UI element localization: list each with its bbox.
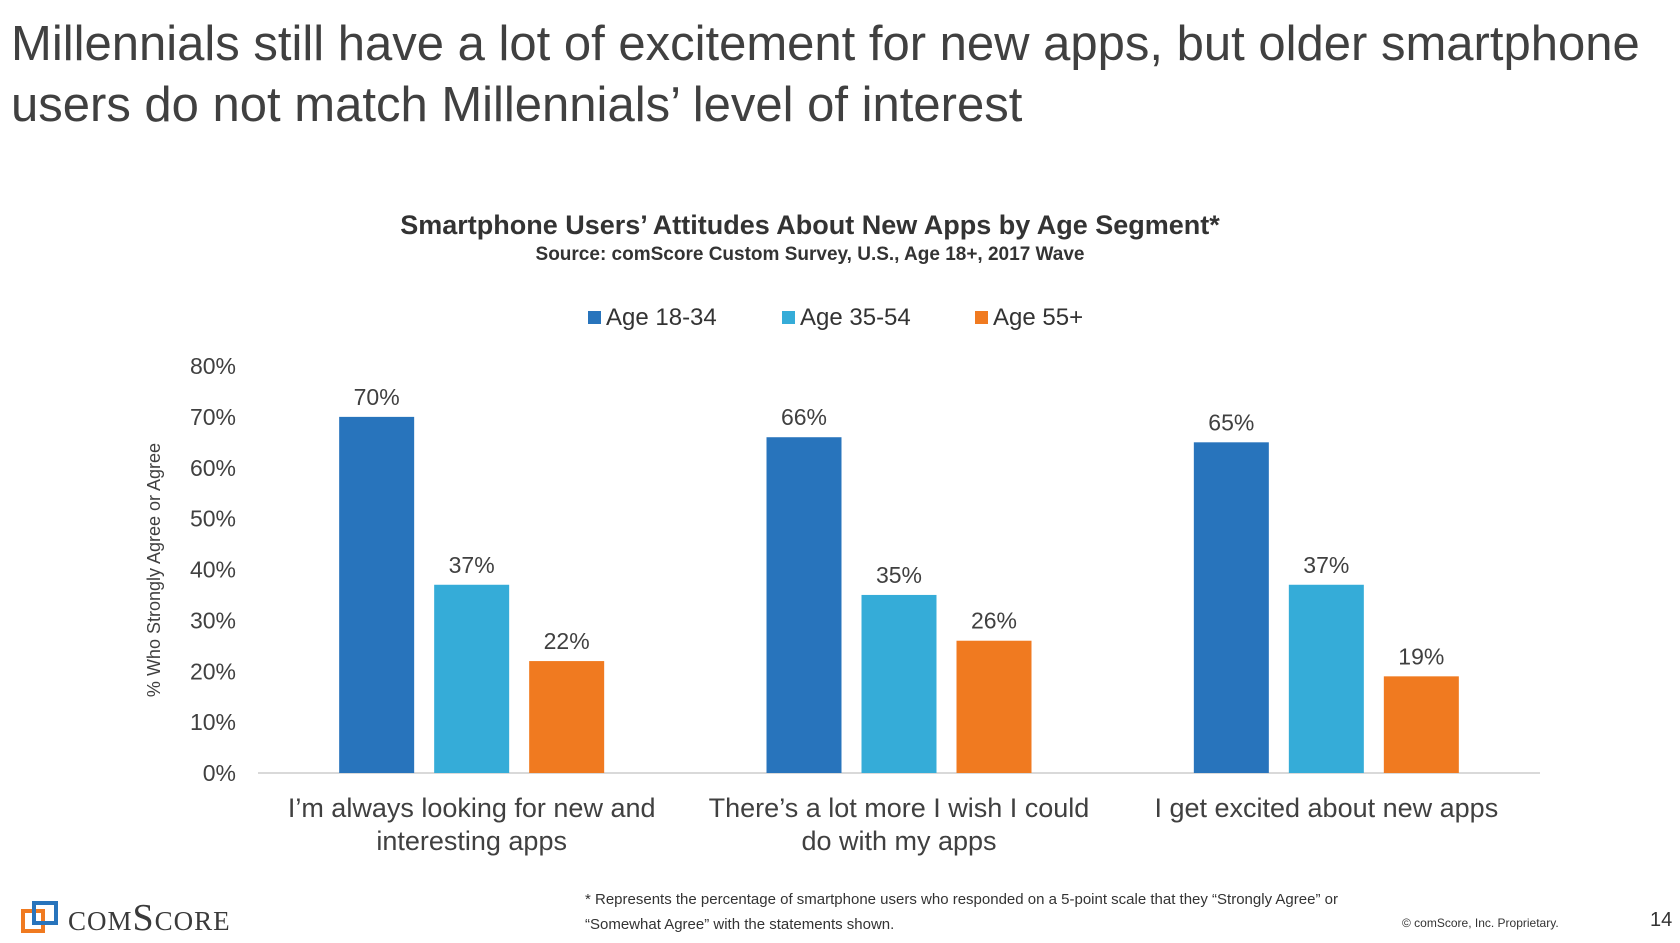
data-label: 19%: [1398, 643, 1444, 669]
legend-label: Age 55+: [993, 304, 1083, 331]
data-label: 70%: [354, 384, 400, 410]
y-tick-label: 10%: [190, 709, 236, 735]
data-label: 65%: [1208, 409, 1254, 435]
y-tick-label: 40%: [190, 557, 236, 583]
y-tick-label: 60%: [190, 455, 236, 481]
y-axis-label: % Who Strongly Agree or Agree: [144, 443, 164, 697]
legend-swatch: [782, 311, 795, 324]
bar: [861, 594, 937, 773]
data-label: 35%: [876, 562, 922, 588]
bar: [529, 661, 605, 773]
legend-label: Age 18-34: [606, 304, 717, 331]
page-number: 14: [1650, 909, 1673, 931]
y-tick-label: 80%: [190, 353, 236, 379]
copyright: © comScore, Inc. Proprietary.: [1402, 916, 1559, 930]
legend-swatch: [975, 311, 988, 324]
bar: [956, 640, 1032, 773]
data-label: 66%: [781, 404, 827, 430]
bar: [1288, 584, 1364, 773]
x-category-label: I get excited about new apps: [1154, 793, 1498, 823]
x-category-label: interesting apps: [376, 826, 567, 856]
bar: [766, 437, 842, 773]
bar: [1383, 676, 1459, 773]
comscore-logo-icon: [21, 901, 58, 933]
x-category-label: I’m always looking for new and: [288, 793, 656, 823]
data-label: 37%: [449, 552, 495, 578]
legend-swatch: [588, 311, 601, 324]
slide-headline: Millennials still have a lot of exciteme…: [11, 17, 1640, 132]
bar: [1193, 442, 1269, 773]
chart-subtitle: Source: comScore Custom Survey, U.S., Ag…: [535, 244, 1085, 265]
y-tick-label: 70%: [190, 404, 236, 430]
footnote: * Represents the percentage of smartphon…: [585, 891, 1338, 933]
y-tick-label: 30%: [190, 607, 236, 633]
bar: [434, 584, 510, 773]
y-tick-label: 20%: [190, 658, 236, 684]
y-tick-label: 0%: [203, 760, 236, 786]
y-tick-label: 50%: [190, 506, 236, 532]
chart-title: Smartphone Users’ Attitudes About New Ap…: [400, 210, 1220, 240]
data-label: 37%: [1303, 552, 1349, 578]
comscore-logo: comScore: [20, 897, 231, 939]
bar: [339, 416, 415, 773]
legend-label: Age 35-54: [800, 304, 911, 331]
data-label: 22%: [544, 628, 590, 654]
data-label: 26%: [971, 608, 1017, 634]
x-category-label: do with my apps: [801, 826, 996, 856]
x-category-label: There’s a lot more I wish I could: [709, 793, 1090, 823]
logo-text: comScore: [68, 897, 231, 939]
